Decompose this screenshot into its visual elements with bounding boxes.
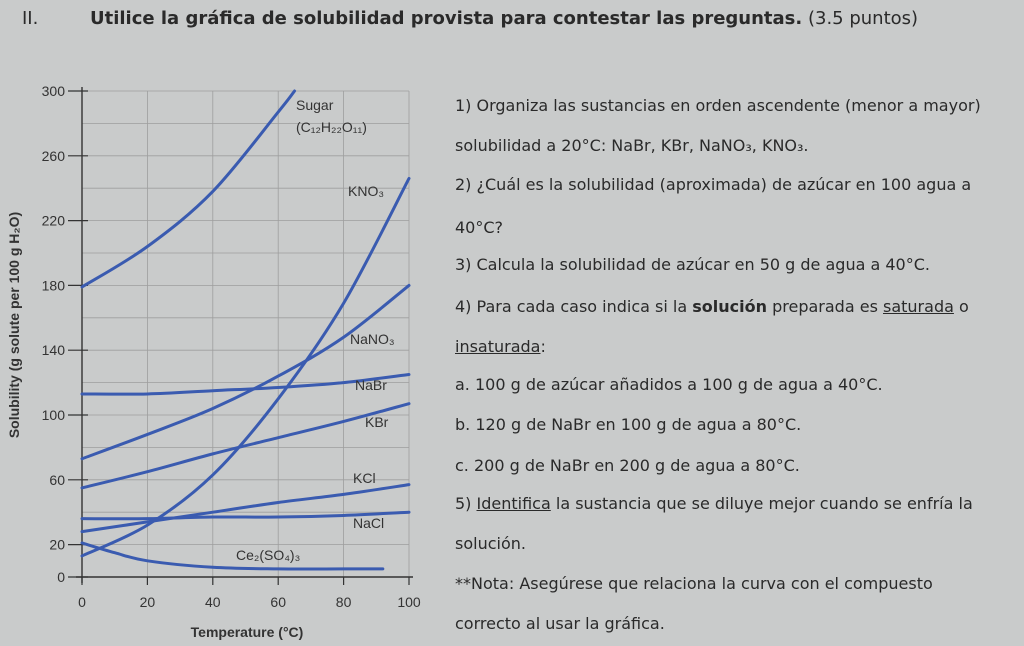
series-label-ce2so43: Ce₂(SO₄)₃ [236, 547, 300, 563]
series-line-ce-so [80, 541, 385, 571]
question-3: 3) Calcula la solubilidad de azúcar en 5… [455, 255, 930, 274]
x-axis-label: Temperature (°C) [191, 624, 304, 640]
question-4-insaturada: insaturada [455, 337, 541, 356]
x-tick-label: 20 [140, 594, 156, 610]
series-line-nacl [80, 510, 411, 521]
series-label-kcl: KCl [353, 470, 376, 486]
question-4c: c. 200 g de NaBr en 200 g de agua a 80°C… [455, 456, 800, 475]
question-5-number: 5) [455, 494, 472, 513]
solubility-chart: 0 20 40 60 80 100 0 20 60 100 140 180 220 260 300 Suga… [6, 83, 421, 640]
x-tick-label: 80 [336, 594, 352, 610]
question-4-prefix: 4) Para cada caso indica si la [455, 297, 688, 316]
chart-axes: 0 20 40 60 80 100 0 20 60 100 140 180 220 260 300 [42, 83, 421, 610]
series-label-sugar: Sugar [296, 97, 334, 113]
series-label-sugar-formula: (C₁₂H₂₂O₁₁) [296, 119, 367, 135]
y-tick-label: 100 [42, 407, 66, 423]
question-5-identifica: Identifica [476, 494, 551, 513]
x-tick-label: 100 [397, 594, 421, 610]
question-4-o: o [959, 297, 969, 316]
question-5-line-2: solución. [455, 534, 526, 553]
y-tick-label: 260 [42, 148, 66, 164]
note-line-2: correcto al usar la gráfica. [455, 614, 665, 633]
y-tick-label: 20 [49, 537, 65, 553]
question-4a: a. 100 g de azúcar añadidos a 100 g de a… [455, 375, 883, 394]
series-line-kbr [80, 402, 411, 490]
series-label-nano3: NaNO₃ [350, 331, 395, 347]
section-points: (3.5 puntos) [807, 8, 919, 29]
question-4-saturada: saturada [883, 297, 954, 316]
section-header: II. Utilice la gráfica de solubilidad pro… [22, 8, 918, 29]
chart-curves [80, 89, 411, 571]
question-1-line-1: 1) Organiza las sustancias en orden asce… [455, 96, 981, 115]
y-axis-label: Solubility (g solute per 100 g H₂O) [6, 212, 22, 438]
series-line-nabr [80, 373, 411, 396]
y-tick-label: 140 [42, 342, 66, 358]
question-1-line-2: solubilidad a 20°C: NaBr, KBr, NaNO₃, KN… [455, 136, 809, 155]
question-5-line-1: 5) Identifica la sustancia que se diluye… [455, 494, 973, 513]
x-tick-label: 40 [205, 594, 221, 610]
question-4-mid: preparada es [772, 297, 878, 316]
series-line-nano [80, 283, 411, 461]
series-label-kbr: KBr [365, 414, 389, 430]
series-label-kno3: KNO₃ [348, 183, 384, 199]
question-4b: b. 120 g de NaBr en 100 g de agua a 80°C… [455, 415, 802, 434]
series-label-nabr: NaBr [355, 377, 387, 393]
section-title: Utilice la gráfica de solubilidad provis… [90, 8, 803, 29]
x-tick-label: 60 [270, 594, 286, 610]
x-tick-label: 0 [78, 594, 86, 610]
question-2-line-1: 2) ¿Cuál es la solubilidad (aproximada) … [455, 175, 972, 194]
question-4: 4) Para cada caso indica si la solución … [455, 297, 969, 316]
question-4-colon: : [540, 337, 546, 356]
chart-grid [81, 90, 410, 577]
series-line-kno [80, 176, 411, 558]
series-label-nacl: NaCl [353, 515, 384, 531]
question-5-rest: la sustancia que se diluye mejor cuando … [555, 494, 973, 513]
y-tick-label: 60 [49, 472, 65, 488]
section-number: II. [22, 8, 39, 29]
y-tick-label: 0 [57, 569, 65, 585]
question-4-bold-word: solución [692, 297, 768, 316]
y-tick-label: 300 [42, 83, 66, 99]
series-line-kcl [80, 483, 411, 534]
question-2-line-2: 40°C? [455, 218, 504, 237]
y-tick-label: 180 [42, 277, 66, 293]
question-4-line-2: insaturada: [455, 337, 546, 356]
series-line-sugar [80, 89, 297, 289]
note-line-1: **Nota: Asegúrese que relaciona la curva… [455, 574, 933, 593]
y-tick-label: 220 [42, 213, 66, 229]
